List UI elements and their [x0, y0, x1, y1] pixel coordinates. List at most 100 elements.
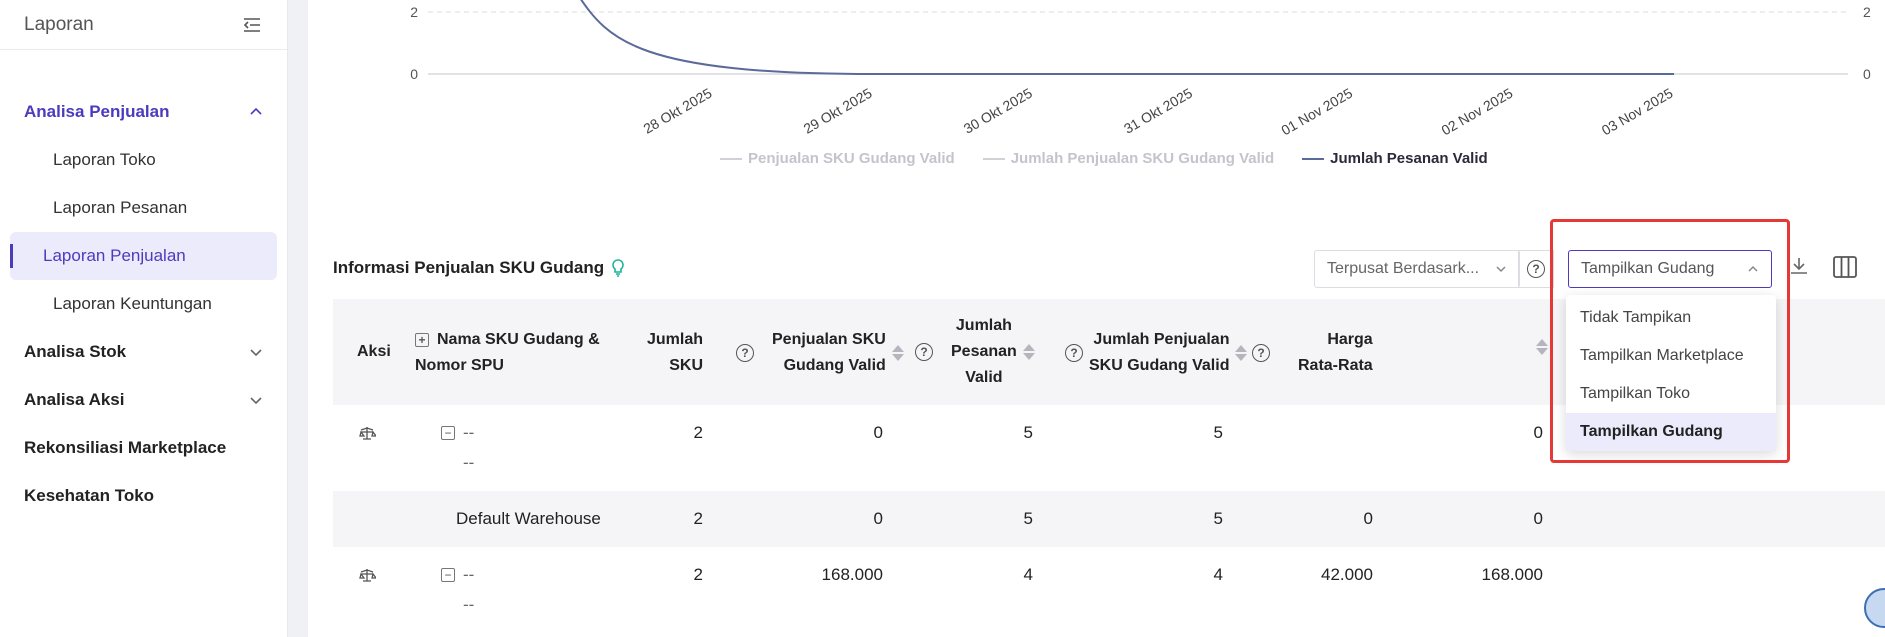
header-jumlah-pesanan[interactable]: ? Jumlah Pesanan Valid	[915, 313, 1035, 391]
header-jumlah-penjualan-line1: Jumlah Penjualan	[1093, 331, 1230, 348]
warehouse-display-value: Tampilkan Gudang	[1581, 260, 1715, 277]
row-last: 0	[1533, 509, 1543, 528]
question-icon[interactable]: ?	[736, 344, 754, 362]
sort-icon[interactable]	[1536, 339, 1548, 355]
row-spu: --	[463, 453, 475, 472]
download-icon[interactable]	[1788, 255, 1810, 277]
question-icon[interactable]: ?	[1252, 344, 1270, 362]
row-jumlah-sku: 2	[693, 423, 703, 442]
sidebar-item-laporan-pesanan[interactable]: Laporan Pesanan	[53, 198, 188, 217]
sidebar: Laporan Analisa Penjualan Laporan Toko L…	[0, 0, 288, 637]
row-penjualan: 0	[873, 509, 883, 528]
dropdown-option-tampilkan-toko[interactable]: Tampilkan Toko	[1580, 385, 1690, 402]
chevron-down-icon	[250, 349, 262, 357]
sort-icon[interactable]	[891, 345, 904, 361]
sidebar-item-laporan-penjualan[interactable]: Laporan Penjualan	[10, 232, 277, 280]
collapse-row-icon[interactable]: −	[441, 426, 455, 440]
row-name: --	[463, 565, 475, 584]
legend-line-icon	[1302, 157, 1325, 160]
legend-item-jumlah-pesanan[interactable]: Jumlah Pesanan Valid	[1302, 150, 1488, 167]
header-penjualan-sku[interactable]: ? Penjualan SKU Gudang Valid	[736, 327, 904, 379]
y-tick-left: 2	[410, 4, 418, 20]
header-jumlah-sku-line1: Jumlah	[646, 331, 703, 348]
sidebar-header: Laporan	[0, 0, 287, 50]
header-aksi: Aksi	[357, 343, 391, 360]
sidebar-group-analisa-penjualan[interactable]: Analisa Penjualan	[0, 88, 287, 136]
expand-all-icon[interactable]: +	[415, 333, 429, 347]
collapse-row-icon[interactable]: −	[441, 568, 455, 582]
legend-line-icon	[982, 157, 1005, 160]
sidebar-group-analisa-aksi[interactable]: Analisa Aksi	[0, 376, 287, 424]
x-tick-label: 28 Okt 2025	[640, 85, 714, 137]
chevron-up-icon	[1748, 265, 1758, 272]
dropdown-option-tampilkan-marketplace[interactable]: Tampilkan Marketplace	[1580, 347, 1744, 364]
sidebar-group-label: Rekonsiliasi Marketplace	[24, 438, 227, 457]
sort-icon[interactable]	[1235, 345, 1248, 361]
group-by-select[interactable]: Terpusat Berdasark...	[1314, 250, 1520, 288]
sort-icon[interactable]	[1022, 344, 1035, 360]
legend-item-penjualan-sku[interactable]: Penjualan SKU Gudang Valid	[720, 150, 955, 167]
row-jumlah-sku: 2	[693, 565, 703, 584]
header-nama-sku[interactable]: + Nama SKU Gudang & Nomor SPU	[415, 327, 600, 379]
row-jumlah-penjualan: 5	[1213, 509, 1223, 528]
sidebar-group-label: Analisa Penjualan	[24, 102, 170, 121]
chart-legend: Penjualan SKU Gudang Valid Jumlah Penjua…	[720, 150, 1488, 167]
row-spu: --	[463, 595, 475, 614]
table-row-warehouse: Default Warehouse 2 0 5 5 0 0	[333, 491, 1885, 547]
header-penjualan-line2: Gudang Valid	[783, 357, 886, 374]
table-row: − -- -- 2 0 5 5 0	[333, 405, 1885, 491]
row-warehouse-name: Default Warehouse	[456, 509, 601, 528]
row-pesanan: 4	[1023, 565, 1033, 584]
sidebar-group-analisa-stok[interactable]: Analisa Stok	[0, 328, 287, 376]
header-jumlah-penjualan-sku[interactable]: ? Jumlah Penjualan SKU Gudang Valid	[1065, 327, 1248, 379]
sidebar-group-kesehatan-toko[interactable]: Kesehatan Toko	[0, 472, 287, 520]
sidebar-group-rekonsiliasi-marketplace[interactable]: Rekonsiliasi Marketplace	[0, 424, 287, 472]
header-penjualan-line1: Penjualan SKU	[772, 331, 886, 348]
row-last: 0	[1533, 423, 1543, 442]
x-tick-label: 02 Nov 2025	[1439, 85, 1516, 139]
header-pesanan-line3: Valid	[965, 369, 1003, 386]
x-tick-label: 03 Nov 2025	[1599, 85, 1676, 139]
dropdown-option-tampilkan-gudang[interactable]: Tampilkan Gudang	[1566, 413, 1776, 451]
sidebar-group-label: Analisa Aksi	[24, 390, 125, 409]
header-harga-line1: Harga	[1327, 331, 1373, 348]
warehouse-display-dropdown: Tidak Tampikan Tampilkan Marketplace Tam…	[1566, 295, 1776, 451]
question-icon[interactable]: ?	[1065, 344, 1083, 362]
header-harga-rata-rata[interactable]: ? Harga Rata-Rata	[1252, 327, 1373, 379]
legend-item-jumlah-penjualan-sku[interactable]: Jumlah Penjualan SKU Gudang Valid	[982, 150, 1274, 167]
row-penjualan: 168.000	[821, 565, 883, 584]
row-pesanan: 5	[1023, 423, 1033, 442]
sidebar-title: Laporan	[24, 13, 94, 35]
scale-icon[interactable]	[358, 424, 376, 442]
header-harga-line2: Rata-Rata	[1298, 357, 1373, 374]
legend-line-icon	[720, 157, 742, 160]
help-button[interactable]: ?	[1518, 250, 1554, 288]
scale-icon[interactable]	[358, 566, 376, 584]
sidebar-item-laporan-toko[interactable]: Laporan Toko	[53, 150, 156, 169]
row-pesanan: 5	[1023, 509, 1033, 528]
legend-label: Jumlah Pesanan Valid	[1330, 150, 1488, 167]
header-jumlah-sku: Jumlah SKU	[647, 327, 703, 379]
y-tick-left: 0	[410, 66, 418, 82]
row-last: 168.000	[1481, 565, 1543, 584]
collapse-sidebar-icon[interactable]	[241, 14, 263, 36]
header-pesanan-line1: Jumlah	[955, 317, 1012, 334]
group-by-value: Terpusat Berdasark...	[1327, 260, 1480, 277]
warehouse-display-select[interactable]: Tampilkan Gudang	[1568, 250, 1772, 288]
columns-icon[interactable]	[1832, 254, 1858, 280]
question-icon[interactable]: ?	[915, 343, 933, 361]
sidebar-item-laporan-keuntungan[interactable]: Laporan Keuntungan	[53, 294, 212, 313]
y-tick-right: 2	[1863, 4, 1871, 20]
x-tick-label: 01 Nov 2025	[1278, 85, 1355, 139]
row-jumlah-penjualan: 4	[1213, 565, 1223, 584]
row-harga: 0	[1363, 509, 1373, 528]
header-jumlah-sku-line2: SKU	[669, 357, 703, 374]
chevron-down-icon	[250, 397, 262, 405]
row-jumlah-penjualan: 5	[1213, 423, 1223, 442]
main-content: 2 0 2 0 28 Okt 2025 29 Okt 2025 30 Okt 2025 31 …	[308, 0, 1885, 637]
line-chart: 2 0 2 0 28 Okt 2025 29 Okt 2025 30 Okt 2025 31 …	[410, 0, 1871, 139]
lightbulb-icon[interactable]	[610, 258, 626, 278]
row-jumlah-sku: 2	[693, 509, 703, 528]
y-tick-right: 0	[1863, 66, 1871, 82]
dropdown-option-tidak-tampikan[interactable]: Tidak Tampikan	[1580, 309, 1692, 326]
